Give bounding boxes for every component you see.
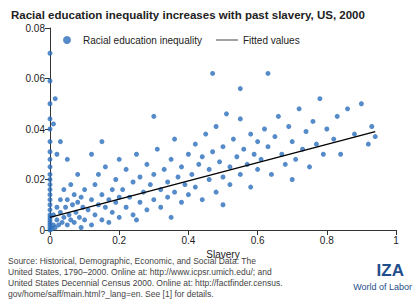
svg-text:0: 0 xyxy=(39,225,45,236)
svg-text:0.4: 0.4 xyxy=(181,235,195,246)
svg-text:0.08: 0.08 xyxy=(26,23,46,34)
svg-text:1: 1 xyxy=(393,235,399,246)
svg-text:0: 0 xyxy=(47,235,53,246)
svg-text:0.02: 0.02 xyxy=(26,174,46,185)
svg-text:Slavery: Slavery xyxy=(206,249,239,260)
svg-text:United States Decennial Census: United States Decennial Census 2000. Onl… xyxy=(8,278,283,288)
svg-text:0.04: 0.04 xyxy=(26,124,46,135)
svg-text:0.6: 0.6 xyxy=(251,235,265,246)
svg-text:Racial education inequality: Racial education inequality xyxy=(83,35,202,46)
svg-text:0.2: 0.2 xyxy=(112,235,126,246)
svg-text:0.8: 0.8 xyxy=(320,235,334,246)
svg-text:World of Labor: World of Labor xyxy=(353,282,412,292)
svg-text:0.06: 0.06 xyxy=(26,73,46,84)
svg-text:Fitted values: Fitted values xyxy=(243,35,300,46)
svg-text:IZA: IZA xyxy=(377,261,404,280)
svg-text:gov/home/saff/main.html?_lang=: gov/home/saff/main.html?_lang=en. See [1… xyxy=(8,289,214,299)
svg-text:Racial education inequality in: Racial education inequality increases wi… xyxy=(11,9,365,21)
svg-text:United States, 1790–2000. Onli: United States, 1790–2000. Online at: htt… xyxy=(8,267,272,277)
svg-text:Source: Historical, Demographi: Source: Historical, Demographic, Economi… xyxy=(8,255,256,266)
